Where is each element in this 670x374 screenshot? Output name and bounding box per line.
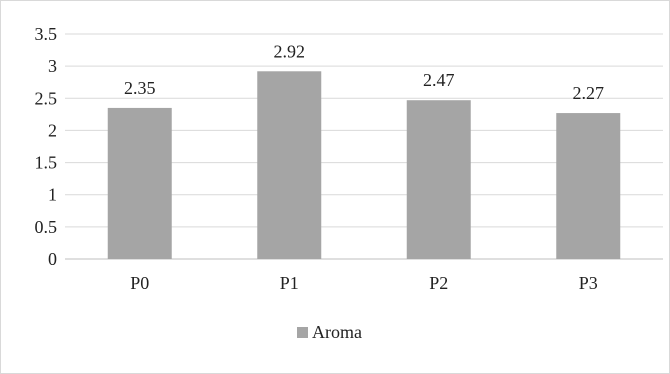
data-label: 2.27: [573, 83, 605, 103]
x-axis-categories: P0 P1 P2 P3: [130, 273, 598, 293]
y-tick-label: 1.5: [35, 153, 58, 173]
y-axis-ticks: 0 0.5 1 1.5 2 2.5 3 3.5: [35, 24, 58, 269]
data-label: 2.35: [124, 78, 156, 98]
data-label: 2.92: [274, 41, 306, 61]
data-label: 2.47: [423, 70, 455, 90]
legend: Aroma: [297, 322, 362, 342]
legend-swatch: [297, 327, 308, 338]
x-category-label: P3: [579, 273, 598, 293]
y-tick-label: 2.5: [35, 88, 58, 108]
x-category-label: P2: [429, 273, 448, 293]
bar: [257, 71, 322, 260]
y-tick-label: 3.5: [35, 24, 58, 44]
y-tick-label: 3: [48, 56, 57, 76]
bar: [406, 100, 471, 259]
y-tick-label: 0.5: [35, 217, 58, 237]
x-category-label: P0: [130, 273, 149, 293]
x-category-label: P1: [280, 273, 299, 293]
bar: [107, 107, 172, 259]
y-tick-label: 1: [48, 185, 57, 205]
y-tick-label: 2: [48, 120, 57, 140]
y-tick-label: 0: [48, 249, 57, 269]
legend-label: Aroma: [312, 322, 362, 342]
data-labels: 2.35 2.92 2.47 2.27: [124, 41, 604, 103]
bars: [107, 71, 621, 260]
bar: [556, 113, 621, 259]
